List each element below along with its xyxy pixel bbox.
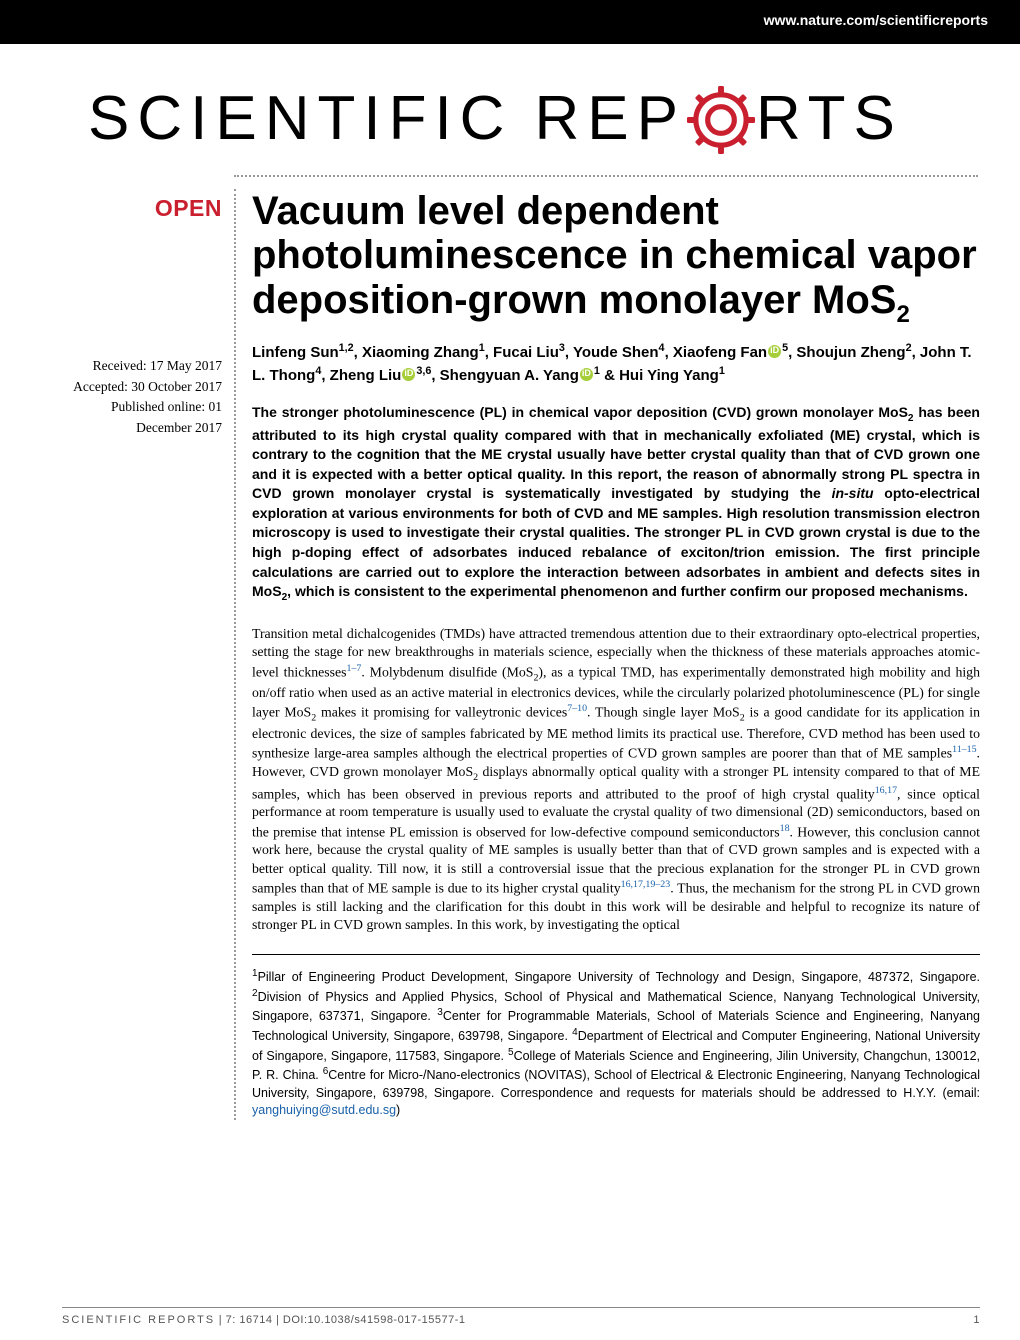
logo-word-rts: RTS (756, 83, 903, 154)
open-access-badge: OPEN (62, 195, 222, 222)
intro-paragraph: Transition metal dichalcogenides (TMDs) … (252, 625, 980, 934)
site-url[interactable]: www.nature.com/scientificreports (764, 12, 988, 28)
orcid-icon (402, 368, 415, 381)
site-header-bar: www.nature.com/scientificreports (0, 0, 1020, 44)
journal-logo: SCIENTIFIC REP RTS (88, 80, 1020, 157)
page-footer: SCIENTIFIC REPORTS | 7: 16714 | DOI:10.1… (62, 1307, 980, 1326)
corresponding-email-link[interactable]: yanghuiying@sutd.edu.sg (252, 1103, 396, 1117)
gear-icon (684, 80, 758, 157)
logo-word-scientific: SCIENTIFIC (88, 83, 512, 154)
accepted-date: Accepted: 30 October 2017 (62, 377, 222, 398)
orcid-icon (580, 368, 593, 381)
content-columns: OPEN Received: 17 May 2017 Accepted: 30 … (0, 189, 1020, 1120)
footer-journal: SCIENTIFIC REPORTS (62, 1314, 215, 1326)
article-dates: Received: 17 May 2017 Accepted: 30 Octob… (62, 356, 222, 440)
published-date: Published online: 01 December 2017 (62, 397, 222, 439)
footer-citation: SCIENTIFIC REPORTS | 7: 16714 | DOI:10.1… (62, 1314, 465, 1326)
author-list: Linfeng Sun1,2, Xiaoming Zhang1, Fucai L… (252, 341, 980, 387)
logo-word-rep: REP (534, 83, 685, 154)
page-number: 1 (973, 1314, 980, 1326)
dotted-rule (234, 175, 978, 177)
left-sidebar: OPEN Received: 17 May 2017 Accepted: 30 … (0, 189, 234, 1120)
main-column: Vacuum level dependent photoluminescence… (234, 189, 980, 1120)
abstract-text: The stronger photoluminescence (PL) in c… (252, 403, 980, 606)
orcid-icon (768, 345, 781, 358)
article-title: Vacuum level dependent photoluminescence… (252, 189, 980, 329)
affiliations: 1Pillar of Engineering Product Developme… (252, 954, 980, 1120)
received-date: Received: 17 May 2017 (62, 356, 222, 377)
footer-doi: | 7: 16714 | DOI:10.1038/s41598-017-1557… (215, 1314, 465, 1326)
